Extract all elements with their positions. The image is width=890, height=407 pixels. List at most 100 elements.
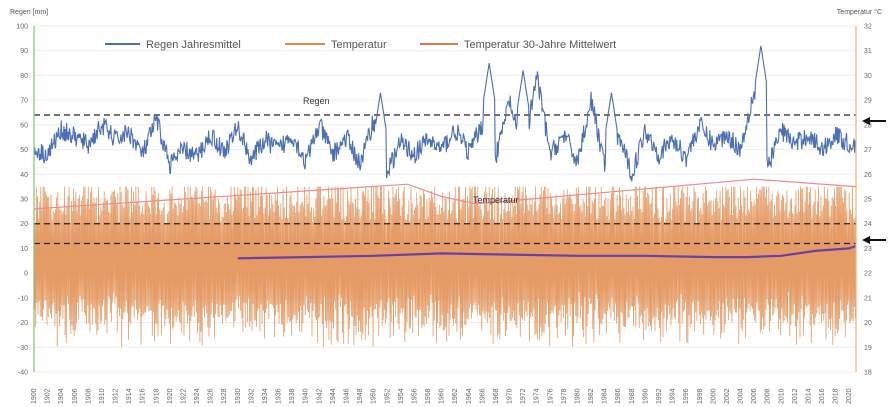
right-tick-label: 32: [864, 24, 872, 31]
x-tick-label: 1916: [140, 388, 147, 404]
legend: Regen Jahresmittel Temperatur Temperatur…: [105, 39, 616, 51]
right-tick-label: 29: [864, 98, 872, 105]
x-tick-label: 1918: [153, 388, 160, 404]
rain-series: [33, 45, 857, 182]
x-tick-label: 1986: [615, 388, 622, 404]
x-tick-label: 1900: [31, 388, 38, 404]
x-tick-label: 1932: [248, 388, 255, 404]
arrow-temp-mean: [862, 236, 886, 244]
x-tick-label: 1906: [72, 388, 79, 404]
x-tick-label: 1936: [276, 388, 283, 404]
right-tick-label: 27: [864, 147, 872, 154]
x-tick-label: 1948: [357, 388, 364, 404]
left-tick-label: 60: [20, 122, 28, 129]
x-tick-label: 1968: [493, 388, 500, 404]
right-tick-label: 23: [864, 246, 872, 253]
right-tick-label: 22: [864, 271, 872, 278]
left-tick-label: 90: [20, 48, 28, 55]
x-tick-label: 1980: [574, 388, 581, 404]
temperature-30y-mean-line: [237, 244, 857, 260]
x-tick-label: 1992: [656, 388, 663, 404]
left-tick-label: 20: [20, 221, 28, 228]
left-tick-label: -30: [18, 345, 28, 352]
x-tick-label: 1920: [167, 388, 174, 404]
x-tick-label: 1974: [534, 388, 541, 404]
x-tick-label: 1994: [670, 388, 677, 404]
left-tick-label: -10: [18, 295, 28, 302]
x-tick-label: 1910: [99, 388, 106, 404]
left-tick-label: 40: [20, 172, 28, 179]
temperature-30y-mean-series: [237, 244, 857, 260]
x-tick-label: 1934: [262, 388, 269, 404]
left-tick-label: -20: [18, 320, 28, 327]
temperature-envelope-line: [33, 178, 857, 210]
x-tick-label: 1952: [384, 388, 391, 404]
x-tick-label: 1966: [479, 388, 486, 404]
right-tick-label: 25: [864, 197, 872, 204]
x-tick-label: 2002: [724, 388, 731, 404]
rain-line: [33, 45, 857, 182]
x-tick-label: 2000: [710, 388, 717, 404]
x-tick-label: 1902: [45, 388, 52, 404]
x-tick-label: 2016: [819, 388, 826, 404]
x-tick-label: 1964: [466, 388, 473, 404]
x-tick-label: 2020: [846, 388, 853, 404]
x-tick-label: 1988: [629, 388, 636, 404]
x-tick-label: 2014: [805, 388, 812, 404]
x-tick-label: 1950: [371, 388, 378, 404]
x-tick-label: 1958: [425, 388, 432, 404]
legend-label-rain: Regen Jahresmittel: [146, 39, 241, 51]
annotation-temperature: Temperatur: [473, 195, 519, 205]
right-tick-label: 19: [864, 345, 872, 352]
x-tick-label: 1954: [398, 388, 405, 404]
x-tick-label: 1976: [547, 388, 554, 404]
x-tick-label: 1904: [58, 388, 65, 404]
right-tick-label: 30: [864, 73, 872, 80]
x-tick-label: 1938: [289, 388, 296, 404]
x-tick-label: 1972: [520, 388, 527, 404]
x-tick-label: 1946: [343, 388, 350, 404]
x-tick-label: 1908: [85, 388, 92, 404]
legend-item-temperature: Temperatur: [285, 39, 387, 51]
right-tick-label: 26: [864, 172, 872, 179]
x-tick-label: 1962: [452, 388, 459, 404]
annotation-rain: Regen: [303, 96, 330, 106]
right-axis-title: Temperatur °C: [837, 8, 882, 16]
x-tick-label: 1930: [235, 388, 242, 404]
right-tick-label: 28: [864, 122, 872, 129]
x-tick-label: 2008: [765, 388, 772, 404]
right-tick-label: 18: [864, 370, 872, 377]
x-tick-label: 2004: [738, 388, 745, 404]
axes: 1009080706050403020100-10-20-30-40323130…: [16, 24, 872, 405]
x-tick-label: 1960: [439, 388, 446, 404]
x-tick-label: 2006: [751, 388, 758, 404]
reference-lines: [34, 114, 856, 245]
x-tick-label: 1990: [642, 388, 649, 404]
left-tick-label: 100: [16, 24, 28, 31]
x-tick-label: 1922: [180, 388, 187, 404]
x-tick-label: 1978: [561, 388, 568, 404]
left-tick-label: 80: [20, 73, 28, 80]
x-tick-label: 1940: [303, 388, 310, 404]
x-tick-label: 1956: [411, 388, 418, 404]
left-tick-label: 0: [24, 271, 28, 278]
x-tick-label: 1998: [697, 388, 704, 404]
right-tick-label: 21: [864, 295, 872, 302]
x-tick-label: 1928: [221, 388, 228, 404]
x-tick-label: 2018: [833, 388, 840, 404]
left-tick-label: 70: [20, 98, 28, 105]
legend-item-rain: Regen Jahresmittel: [105, 39, 241, 51]
x-tick-label: 1970: [507, 388, 514, 404]
x-tick-label: 1926: [208, 388, 215, 404]
left-tick-label: -40: [18, 370, 28, 377]
left-axis-title: Regen [mm]: [10, 9, 48, 16]
right-tick-label: 31: [864, 48, 872, 55]
left-tick-label: 10: [20, 246, 28, 253]
right-tick-label: 24: [864, 221, 872, 228]
right-tick-label: 20: [864, 320, 872, 327]
x-tick-label: 1996: [683, 388, 690, 404]
x-tick-label: 1942: [316, 388, 323, 404]
legend-label-temperature: Temperatur: [331, 39, 387, 51]
x-tick-label: 1984: [602, 388, 609, 404]
